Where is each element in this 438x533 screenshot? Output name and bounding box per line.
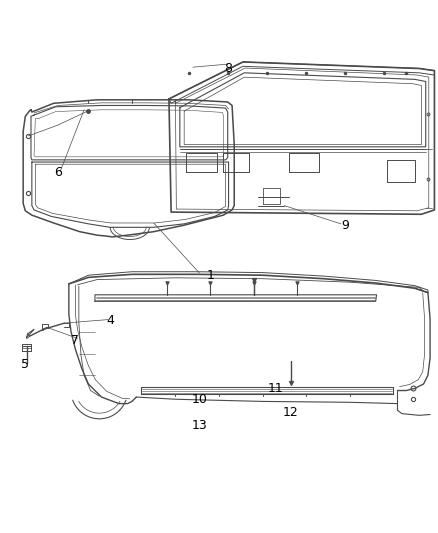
Text: 12: 12 [283, 406, 299, 419]
Text: 6: 6 [54, 166, 62, 180]
Text: 10: 10 [191, 393, 207, 406]
Text: 9: 9 [341, 219, 349, 232]
Text: 11: 11 [268, 382, 283, 395]
Text: 4: 4 [106, 314, 114, 327]
Text: 8: 8 [224, 62, 232, 75]
Text: 7: 7 [71, 334, 79, 347]
Text: 1: 1 [206, 269, 214, 282]
Text: 5: 5 [21, 358, 29, 371]
Text: 13: 13 [191, 419, 207, 432]
